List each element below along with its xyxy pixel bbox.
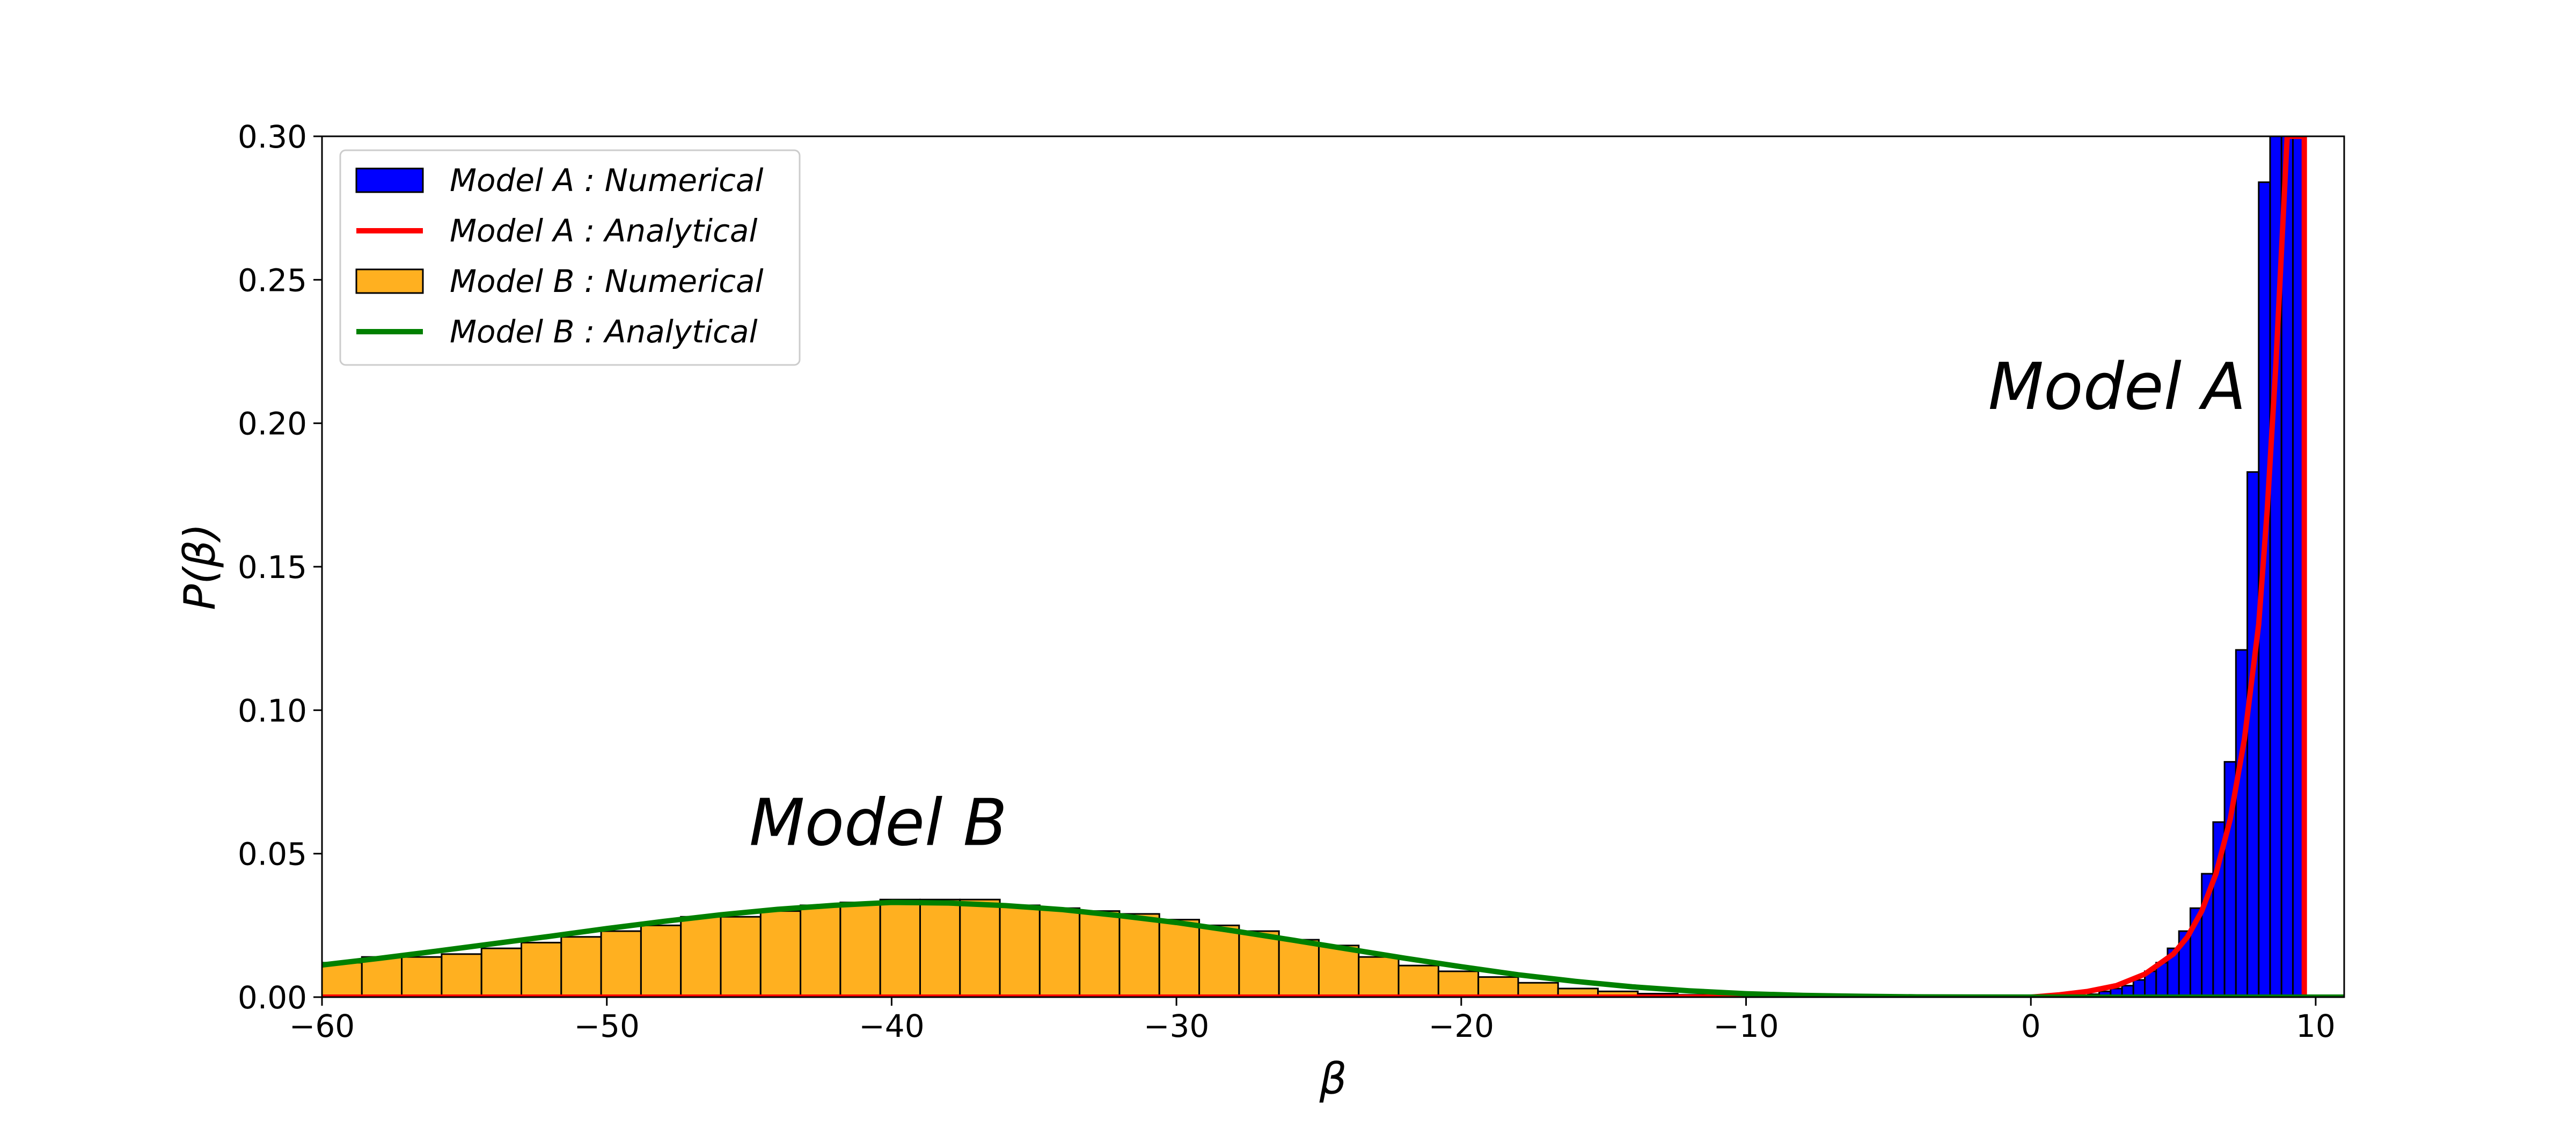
x-tick-label: −20 (1429, 1008, 1494, 1044)
model-a-numerical-bar (2246, 471, 2260, 997)
model-b-numerical-bar (800, 904, 841, 997)
model-b-numerical-bar (839, 902, 881, 997)
legend: Model A : Numerical Model A : Analytical… (339, 149, 801, 366)
model-b-numerical-bar (480, 947, 522, 997)
x-tick-label: −50 (574, 1008, 640, 1044)
x-tick-label: −10 (1713, 1008, 1779, 1044)
y-tick-label: 0.20 (238, 406, 307, 442)
x-tick-label: −30 (1144, 1008, 1209, 1044)
legend-label-model-b-analytical: Model B : Analytical (450, 313, 758, 350)
model-b-numerical-bar (1318, 945, 1360, 997)
model-b-numerical-bar (879, 898, 921, 997)
model-b-numerical-bar (999, 904, 1041, 997)
x-tick-label: 10 (2296, 1008, 2336, 1044)
model-b-numerical-bar (1238, 930, 1280, 997)
x-tick-label: −40 (859, 1008, 924, 1044)
legend-label-model-a-numerical: Model A : Numerical (450, 162, 764, 199)
model-b-numerical-bar (1397, 964, 1439, 997)
y-tick-label: 0.05 (238, 836, 307, 873)
model-b-numerical-bar (1198, 924, 1240, 997)
model-b-numerical-bar (919, 898, 961, 997)
model-b-numerical-bar (1358, 956, 1400, 997)
model-b-numerical-bar (520, 941, 562, 997)
legend-label-model-a-analytical: Model A : Analytical (450, 213, 758, 249)
x-axis: −60 −50 −40 −30 −20 −10 0 10 (289, 997, 2336, 1044)
model-b-numerical-bar (1158, 919, 1201, 997)
y-tick-label: 0.30 (238, 119, 307, 155)
x-axis-label: β (1319, 1054, 1346, 1104)
legend-label-model-b-numerical: Model B : Numerical (450, 263, 764, 299)
legend-box (339, 149, 801, 366)
model-a-analytical-line (322, 136, 2307, 997)
model-b-numerical-bar (720, 916, 762, 997)
legend-swatch-model-b-numerical (355, 268, 424, 294)
y-axis: 0.00 0.05 0.10 0.15 0.20 0.25 0.30 (238, 119, 322, 1016)
model-b-numerical-bar (322, 962, 363, 997)
model-b-numerical-bar (441, 953, 482, 997)
model-b-numerical-bar (1477, 976, 1519, 997)
model-b-numerical-bar (680, 916, 722, 997)
model-b-numerical-bar (401, 956, 443, 997)
model-b-numerical-bar (759, 910, 802, 997)
x-tick-label: 0 (2021, 1008, 2041, 1044)
annotation-model-a: Model A (1988, 350, 2246, 425)
y-axis-label: P(β) (175, 523, 225, 610)
x-tick-label: −60 (289, 1008, 355, 1044)
legend-swatch-model-a-numerical (355, 167, 424, 193)
model-b-numerical-bar (1118, 913, 1160, 997)
model-b-numerical-bar (1038, 907, 1081, 997)
model-b-numerical-bar (600, 930, 642, 997)
model-b-numerical-bar (1079, 910, 1121, 997)
model-b-numerical-bar (959, 898, 1001, 997)
model-b-numerical-bar (560, 936, 602, 997)
model-b-numerical-bar (1278, 939, 1320, 997)
y-tick-label: 0.00 (238, 979, 307, 1016)
model-b-numerical-bar (640, 924, 682, 997)
model-a-numerical-bar (2235, 649, 2249, 997)
y-tick-label: 0.25 (238, 262, 307, 298)
model-b-numerical-bar (361, 956, 403, 997)
y-tick-label: 0.15 (238, 549, 307, 586)
y-tick-label: 0.10 (238, 692, 307, 729)
annotation-model-b: Model B (749, 786, 1007, 861)
model-b-numerical-bar (1437, 970, 1480, 997)
